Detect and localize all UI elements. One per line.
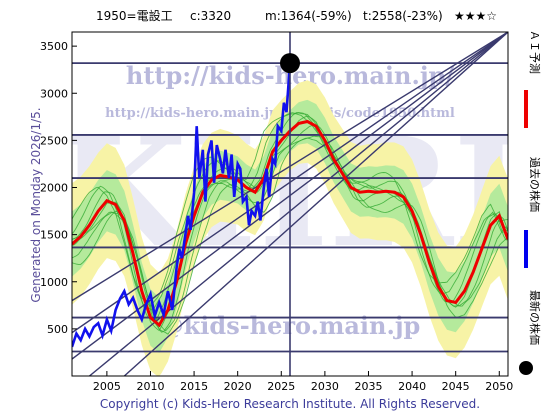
x-tick-label: 2030 — [311, 380, 339, 393]
generated-label: Generated on Monday 2026/1/5. — [29, 107, 43, 302]
past-price-line — [72, 63, 292, 348]
y-tick-label: 3000 — [40, 87, 68, 100]
legend-past-label: 過去の株価 — [528, 157, 542, 212]
x-tick-label: 2020 — [224, 380, 252, 393]
header: 1950=電設工 c:3320 m:1364(-59%) t:2558(-23%… — [96, 8, 497, 23]
x-tick-label: 2040 — [398, 380, 426, 393]
header-rating: ★★★☆ — [454, 9, 497, 23]
x-tick-label: 2035 — [354, 380, 382, 393]
copyright: Copyright (c) Kids-Hero Research Institu… — [100, 397, 480, 411]
y-tick-label: 500 — [47, 323, 68, 336]
y-tick-label: 2000 — [40, 182, 68, 195]
latest-price-marker — [280, 53, 300, 74]
x-tick-label: 2045 — [442, 380, 470, 393]
diagonal-line — [88, 32, 508, 376]
header-target: t:2558(-23%) — [363, 9, 443, 23]
header-code: 1950=電設工 — [96, 8, 173, 23]
y-tick-label: 2500 — [40, 134, 68, 147]
y-tick-label: 3500 — [40, 40, 68, 53]
y-axis: 500 1000 1500 2000 2500 3000 3500 — [40, 40, 77, 336]
x-tick-label: 2015 — [180, 380, 208, 393]
x-tick-label: 2010 — [136, 380, 164, 393]
header-current: c:3320 — [190, 9, 231, 23]
plot-border — [71, 31, 509, 377]
legend-latest-dot — [519, 361, 533, 375]
legend-ai-label: ＡＩ予測 — [528, 30, 542, 74]
legend-latest-label: 最新の株価 — [528, 290, 542, 345]
x-tick-label: 2005 — [93, 380, 121, 393]
y-tick-label: 1000 — [40, 276, 68, 289]
header-min: m:1364(-59%) — [265, 9, 352, 23]
x-axis: 2005 2010 2015 2020 2025 2030 2035 2040 2045 2050 — [93, 371, 513, 393]
diagonal-line — [123, 32, 508, 376]
y-tick-label: 1500 — [40, 229, 68, 242]
legend: ＡＩ予測 過去の株価 最新の株価 — [519, 30, 542, 375]
x-tick-label: 2025 — [267, 380, 295, 393]
x-tick-label: 2050 — [485, 380, 513, 393]
